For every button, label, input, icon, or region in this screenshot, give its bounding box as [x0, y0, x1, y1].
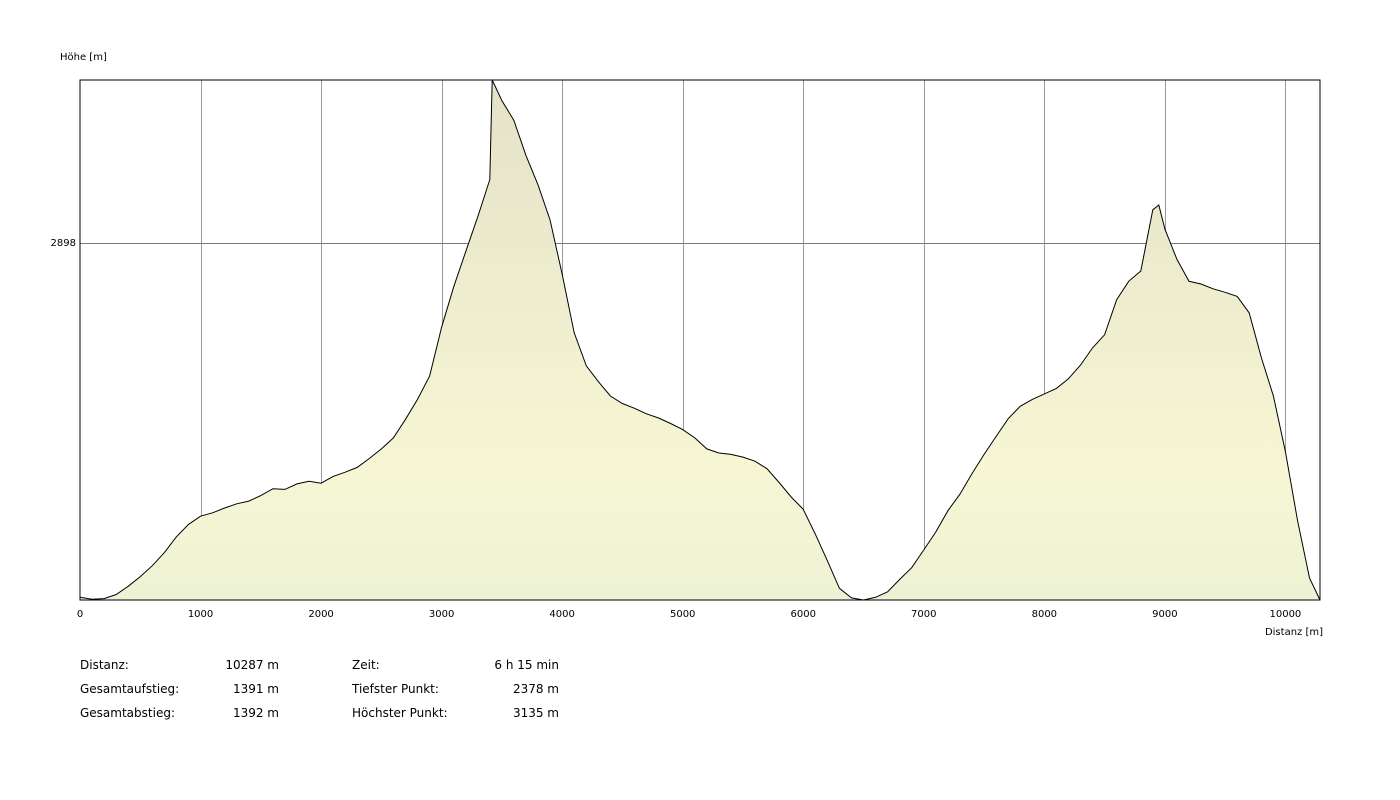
y-tick-label: 2898 [51, 238, 76, 249]
stat-value: 10287 m [225, 658, 279, 672]
stat-label: Tiefster Punkt: [352, 682, 439, 696]
axis-ticks: 0 1000 2000 3000 4000 5000 6000 7000 8000 9000 100… [51, 238, 1302, 620]
stat-value: 2378 m [512, 682, 559, 696]
x-tick-label: 8000 [1032, 609, 1057, 620]
x-axis-label: Distanz [m] [1265, 627, 1323, 638]
x-tick-label: 9000 [1152, 609, 1177, 620]
elevation-area [80, 80, 1320, 600]
stat-label: Höchster Punkt: [352, 706, 448, 720]
stat-label: Zeit: [352, 658, 380, 672]
stat-value: 1391 m [232, 682, 279, 696]
elevation-line [79, 79, 1321, 601]
plot-frame [79, 79, 1321, 601]
stat-value: 6 h 15 min [494, 658, 559, 672]
stat-value: 3135 m [512, 706, 559, 720]
stat-label: Gesamtaufstieg: [80, 682, 180, 696]
x-tick-label: 5000 [670, 609, 695, 620]
x-tick-label: 3000 [429, 609, 454, 620]
elevation-profile-chart: 0 1000 2000 3000 4000 5000 6000 7000 8000 9000 100… [51, 52, 1324, 638]
stat-label: Gesamtabstieg: [80, 706, 175, 720]
x-tick-label: 1000 [188, 609, 213, 620]
x-tick-label: 2000 [308, 609, 333, 620]
x-tick-label: 0 [77, 609, 83, 620]
stat-label: Distanz: [80, 658, 129, 672]
x-tick-label: 4000 [549, 609, 574, 620]
stat-value: 1392 m [232, 706, 279, 720]
x-tick-label: 7000 [911, 609, 936, 620]
x-tick-label: 6000 [791, 609, 816, 620]
x-tick-label: 10000 [1269, 609, 1301, 620]
y-axis-label: Höhe [m] [60, 52, 107, 63]
